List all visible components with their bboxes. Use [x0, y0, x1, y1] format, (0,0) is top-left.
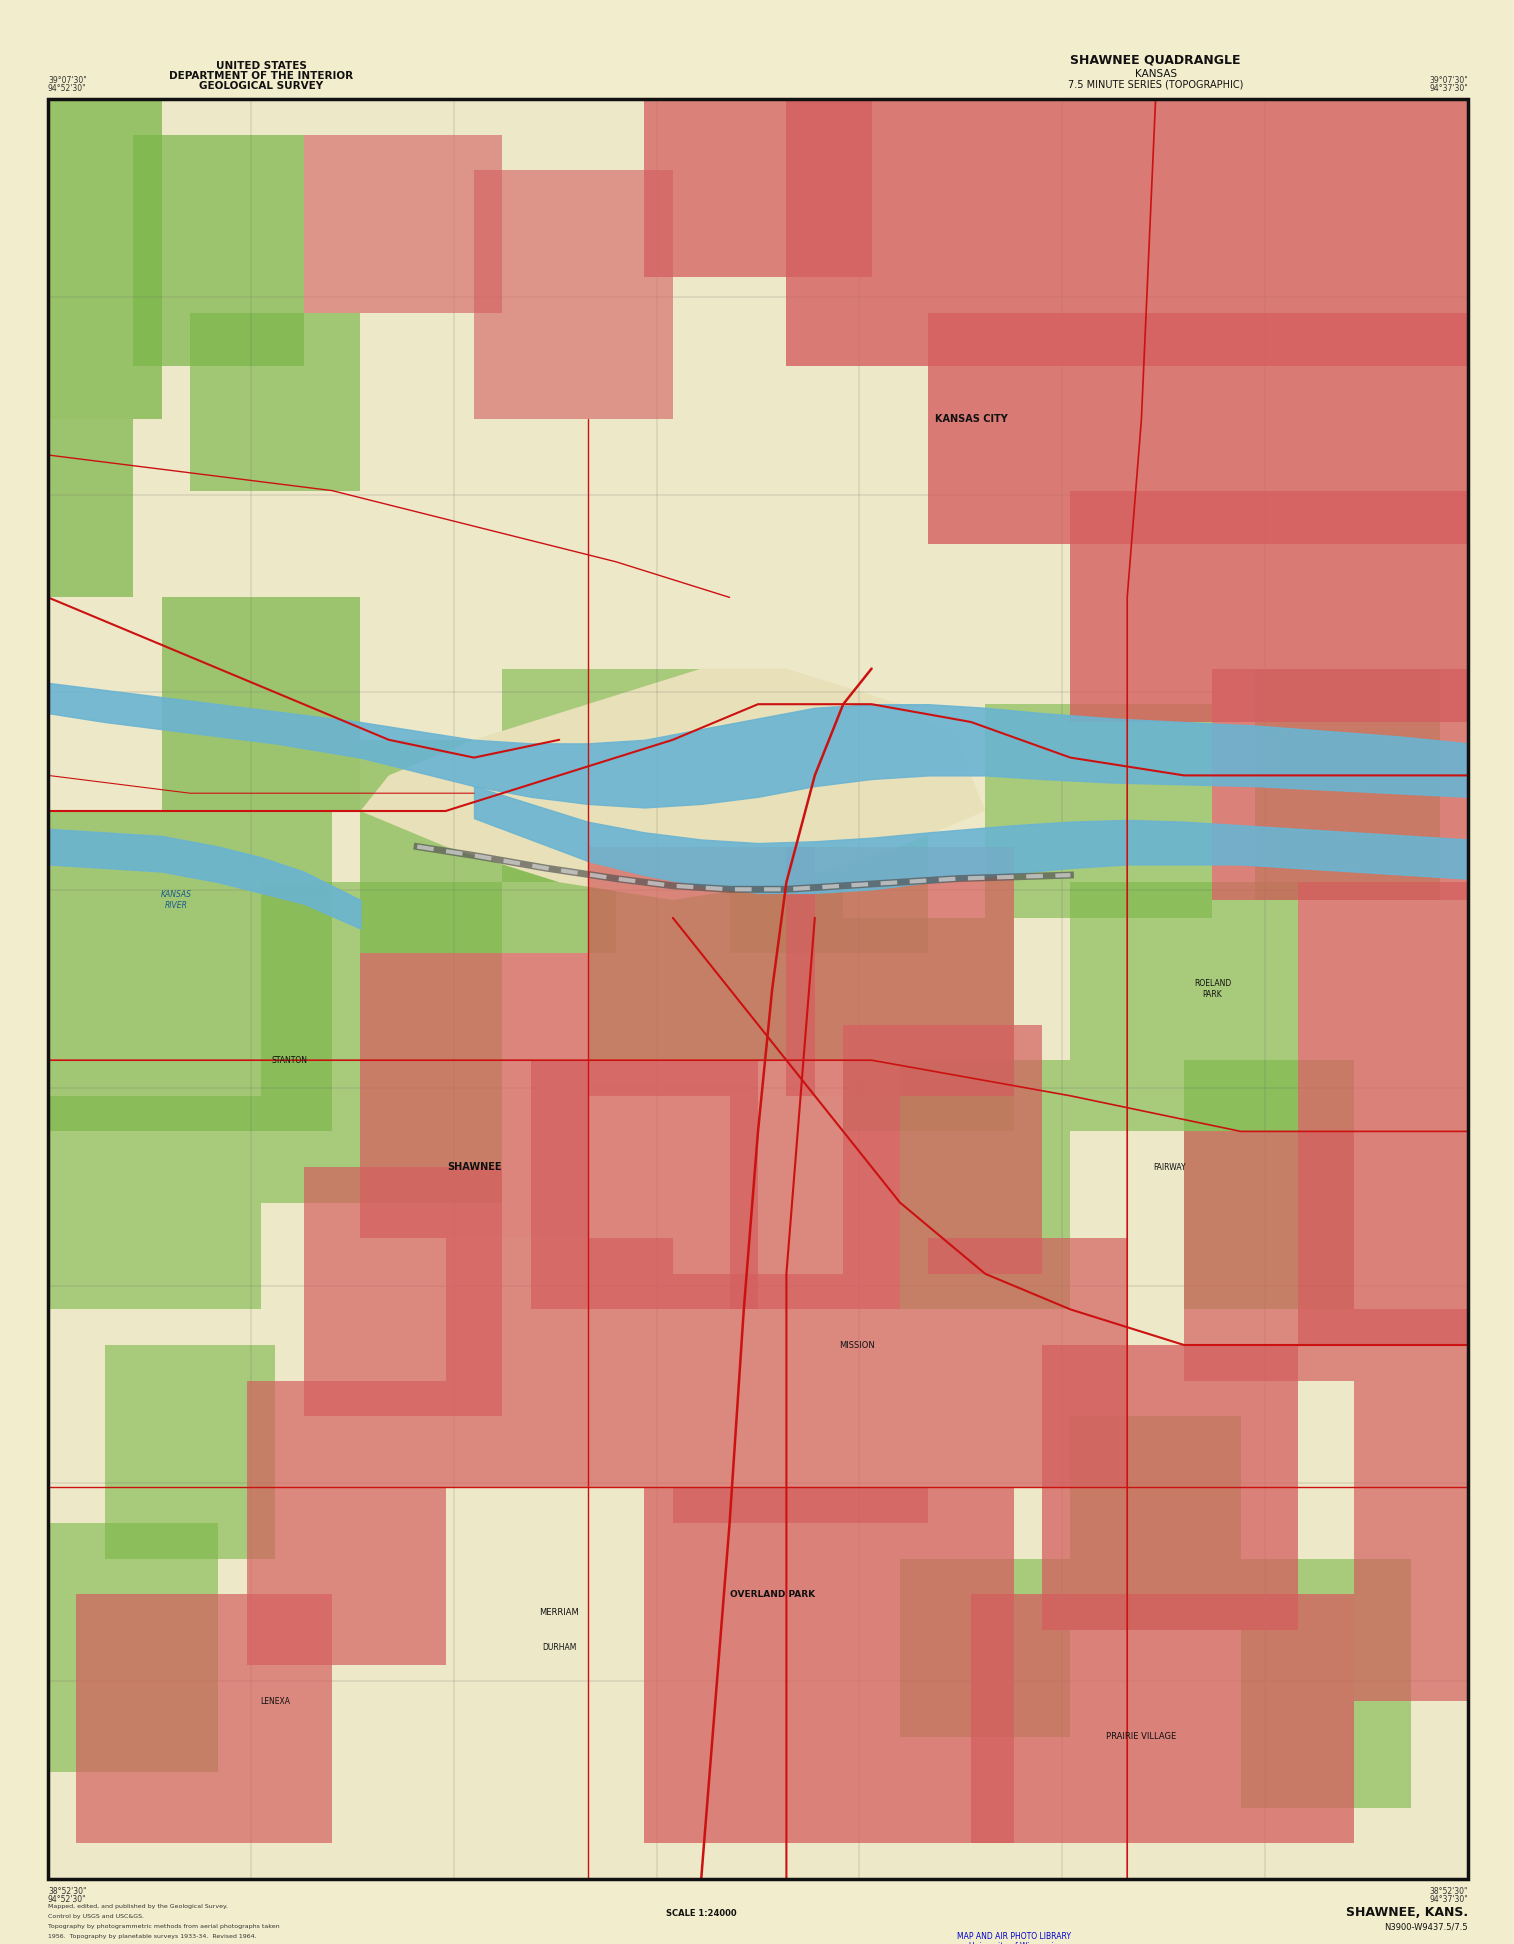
- Bar: [48, 99, 162, 420]
- Bar: [360, 741, 616, 953]
- Bar: [970, 1594, 1355, 1843]
- Text: MAP AND AIR PHOTO LIBRARY
University of Wisconsin: MAP AND AIR PHOTO LIBRARY University of …: [957, 1932, 1070, 1944]
- Bar: [786, 99, 1469, 365]
- Bar: [899, 1059, 1070, 1310]
- Bar: [786, 846, 1013, 1096]
- Text: 94°37'30": 94°37'30": [1429, 1895, 1469, 1903]
- Bar: [730, 1096, 899, 1310]
- Text: UNITED STATES: UNITED STATES: [215, 60, 306, 72]
- Text: PRAIRIE VILLAGE: PRAIRIE VILLAGE: [1107, 1732, 1176, 1742]
- Bar: [445, 1238, 672, 1487]
- Text: GEOLOGICAL SURVEY: GEOLOGICAL SURVEY: [198, 82, 322, 91]
- Text: MISSION: MISSION: [840, 1341, 875, 1349]
- Bar: [48, 1522, 218, 1773]
- Bar: [48, 811, 332, 1131]
- Bar: [189, 313, 360, 490]
- Text: FAIRWAY: FAIRWAY: [1154, 1163, 1185, 1172]
- Text: STANTON: STANTON: [271, 1056, 307, 1065]
- Bar: [76, 1594, 332, 1843]
- Bar: [1255, 669, 1440, 900]
- Bar: [1241, 1559, 1411, 1808]
- Bar: [672, 1273, 928, 1522]
- Text: SHAWNEE: SHAWNEE: [447, 1163, 501, 1172]
- Bar: [1070, 883, 1297, 1131]
- Text: N3900-W9437.5/7.5: N3900-W9437.5/7.5: [1384, 1923, 1469, 1930]
- Bar: [133, 134, 304, 365]
- Text: 39°07'30": 39°07'30": [48, 76, 86, 86]
- Text: 38°52'30": 38°52'30": [1429, 1888, 1469, 1895]
- Text: 39°07'30": 39°07'30": [1429, 76, 1469, 86]
- Bar: [104, 1345, 276, 1559]
- Text: OVERLAND PARK: OVERLAND PARK: [730, 1590, 815, 1598]
- Bar: [986, 704, 1213, 918]
- Bar: [247, 1380, 445, 1666]
- Bar: [360, 953, 587, 1238]
- Text: Mapped, edited, and published by the Geological Survey.: Mapped, edited, and published by the Geo…: [48, 1903, 229, 1909]
- Bar: [48, 420, 133, 597]
- Text: LENEXA: LENEXA: [260, 1697, 291, 1705]
- Bar: [304, 1166, 503, 1415]
- Text: Topography by photogrammetric methods from aerial photographs taken: Topography by photogrammetric methods fr…: [48, 1925, 280, 1928]
- Text: KANSAS
RIVER: KANSAS RIVER: [160, 890, 191, 910]
- Text: ROELAND
PARK: ROELAND PARK: [1193, 980, 1231, 999]
- Text: MERRIAM: MERRIAM: [539, 1608, 578, 1617]
- Text: 38°52'30": 38°52'30": [48, 1888, 86, 1895]
- Bar: [843, 1024, 1042, 1273]
- Bar: [1213, 669, 1469, 900]
- Text: SHAWNEE QUADRANGLE: SHAWNEE QUADRANGLE: [1070, 54, 1241, 66]
- Bar: [503, 669, 730, 883]
- Bar: [48, 1096, 260, 1310]
- Bar: [1184, 1059, 1355, 1310]
- Bar: [1297, 883, 1469, 1345]
- Bar: [899, 1559, 1070, 1736]
- Text: DURHAM: DURHAM: [542, 1643, 577, 1652]
- Bar: [587, 846, 843, 1059]
- Text: KANSAS CITY: KANSAS CITY: [934, 414, 1007, 424]
- Text: SCALE 1:24000: SCALE 1:24000: [666, 1909, 736, 1919]
- Bar: [645, 1487, 1013, 1843]
- Bar: [1042, 1345, 1297, 1629]
- Bar: [645, 99, 872, 276]
- Text: 94°37'30": 94°37'30": [1429, 84, 1469, 93]
- Polygon shape: [360, 669, 986, 900]
- Bar: [1355, 1310, 1469, 1701]
- Text: 7.5 MINUTE SERIES (TOPOGRAPHIC): 7.5 MINUTE SERIES (TOPOGRAPHIC): [1067, 80, 1243, 89]
- Text: SHAWNEE, KANS.: SHAWNEE, KANS.: [1346, 1905, 1469, 1919]
- Text: 1956.  Topography by planetable surveys 1933-34.  Revised 1964.: 1956. Topography by planetable surveys 1…: [48, 1934, 257, 1938]
- Bar: [531, 1059, 759, 1310]
- Bar: [843, 918, 1013, 1131]
- Bar: [304, 134, 503, 313]
- Text: Control by USGS and USC&GS.: Control by USGS and USC&GS.: [48, 1915, 144, 1919]
- Bar: [474, 171, 672, 420]
- Text: DEPARTMENT OF THE INTERIOR: DEPARTMENT OF THE INTERIOR: [170, 72, 353, 82]
- Bar: [1070, 1415, 1241, 1629]
- Bar: [928, 1238, 1128, 1487]
- Text: KANSAS: KANSAS: [1134, 68, 1176, 80]
- Bar: [928, 313, 1469, 544]
- Bar: [587, 846, 815, 1096]
- Bar: [1184, 1131, 1355, 1380]
- Bar: [730, 776, 928, 953]
- Bar: [260, 883, 503, 1203]
- Bar: [162, 597, 360, 811]
- Text: 94°52'30": 94°52'30": [48, 1895, 86, 1903]
- Bar: [1070, 490, 1469, 721]
- Text: 94°52'30": 94°52'30": [48, 84, 86, 93]
